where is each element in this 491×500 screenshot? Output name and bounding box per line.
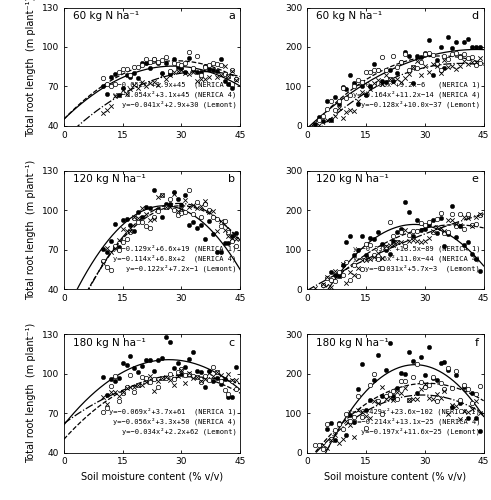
Point bbox=[205, 65, 213, 73]
Point bbox=[382, 242, 389, 250]
Point bbox=[228, 234, 236, 242]
Point bbox=[347, 417, 355, 425]
Point bbox=[311, 120, 319, 128]
Point bbox=[220, 375, 228, 383]
Point bbox=[448, 50, 456, 58]
Point bbox=[319, 280, 327, 288]
Point bbox=[111, 242, 119, 250]
Point bbox=[401, 74, 409, 82]
Point bbox=[425, 220, 433, 228]
Point bbox=[138, 373, 146, 381]
Point bbox=[378, 77, 385, 85]
Y-axis label: Total root length  (m plant⁻¹): Total root length (m plant⁻¹) bbox=[26, 160, 36, 300]
Point bbox=[468, 250, 476, 258]
Point bbox=[311, 284, 319, 292]
Point bbox=[335, 268, 343, 276]
Point bbox=[385, 250, 393, 258]
Point bbox=[436, 44, 444, 52]
Point bbox=[327, 116, 335, 124]
Point bbox=[339, 435, 347, 443]
Point bbox=[436, 208, 444, 216]
Point bbox=[224, 228, 232, 235]
Point bbox=[103, 262, 111, 270]
Point bbox=[181, 362, 189, 370]
Point bbox=[111, 372, 119, 380]
Point bbox=[385, 218, 393, 226]
Point bbox=[472, 398, 480, 406]
Point bbox=[440, 227, 448, 235]
Point bbox=[181, 68, 189, 76]
Point bbox=[393, 395, 401, 403]
Point bbox=[468, 222, 476, 230]
Point bbox=[197, 378, 205, 386]
Point bbox=[146, 58, 154, 66]
Point bbox=[170, 364, 178, 372]
Point bbox=[355, 385, 362, 393]
Point bbox=[417, 353, 425, 361]
Point bbox=[197, 377, 205, 385]
Point bbox=[107, 376, 115, 384]
Point bbox=[232, 363, 240, 371]
Point bbox=[197, 368, 205, 376]
Point bbox=[456, 222, 464, 230]
Point bbox=[197, 213, 205, 221]
Point bbox=[217, 248, 224, 256]
Point bbox=[382, 246, 389, 254]
Point bbox=[393, 238, 401, 246]
Point bbox=[111, 244, 119, 252]
Point bbox=[331, 271, 339, 279]
Point bbox=[425, 342, 433, 350]
Point bbox=[224, 393, 232, 401]
Point bbox=[213, 248, 220, 256]
Point bbox=[401, 377, 409, 385]
Point bbox=[401, 384, 409, 392]
Point bbox=[228, 376, 236, 384]
Point bbox=[201, 234, 209, 242]
Point bbox=[374, 228, 382, 236]
Point bbox=[425, 234, 433, 241]
Point bbox=[347, 421, 355, 429]
Point bbox=[464, 414, 472, 422]
Point bbox=[142, 56, 150, 64]
Point bbox=[378, 410, 385, 418]
Point bbox=[413, 52, 421, 60]
Point bbox=[476, 43, 484, 51]
Point bbox=[355, 406, 362, 414]
Point bbox=[444, 216, 452, 224]
Point bbox=[351, 412, 358, 420]
Point bbox=[119, 216, 127, 224]
Point bbox=[162, 202, 170, 210]
Point bbox=[355, 264, 362, 272]
Point bbox=[220, 386, 228, 394]
Point bbox=[154, 81, 162, 89]
Point bbox=[162, 53, 170, 61]
Text: 60 kg N ha⁻¹: 60 kg N ha⁻¹ bbox=[316, 11, 382, 21]
Point bbox=[135, 381, 142, 389]
Point bbox=[405, 396, 413, 404]
Point bbox=[142, 59, 150, 67]
Point bbox=[444, 410, 452, 418]
Point bbox=[224, 232, 232, 240]
Point bbox=[99, 74, 107, 82]
Point bbox=[460, 384, 468, 392]
Point bbox=[138, 204, 146, 212]
Point bbox=[405, 66, 413, 74]
Point bbox=[456, 62, 464, 70]
Text: y=−0.106x²+9.2x−6   (NERICA 1)
y=−0.164x²+11.2x−14 (NERICA 4)
y=−0.128x²+10.0x−3: y=−0.106x²+9.2x−6 (NERICA 1) y=−0.164x²+… bbox=[353, 81, 480, 108]
Point bbox=[232, 76, 240, 84]
Point bbox=[382, 66, 389, 74]
Point bbox=[107, 82, 115, 90]
Point bbox=[217, 370, 224, 378]
Point bbox=[150, 78, 158, 86]
Point bbox=[421, 62, 429, 70]
Point bbox=[339, 270, 347, 278]
Text: 120 kg N ha⁻¹: 120 kg N ha⁻¹ bbox=[73, 174, 145, 184]
Point bbox=[389, 240, 397, 248]
Point bbox=[123, 90, 131, 98]
Point bbox=[378, 80, 385, 88]
Point bbox=[393, 384, 401, 392]
Point bbox=[327, 434, 335, 442]
Point bbox=[146, 372, 154, 380]
Point bbox=[444, 364, 452, 372]
Point bbox=[327, 268, 335, 276]
